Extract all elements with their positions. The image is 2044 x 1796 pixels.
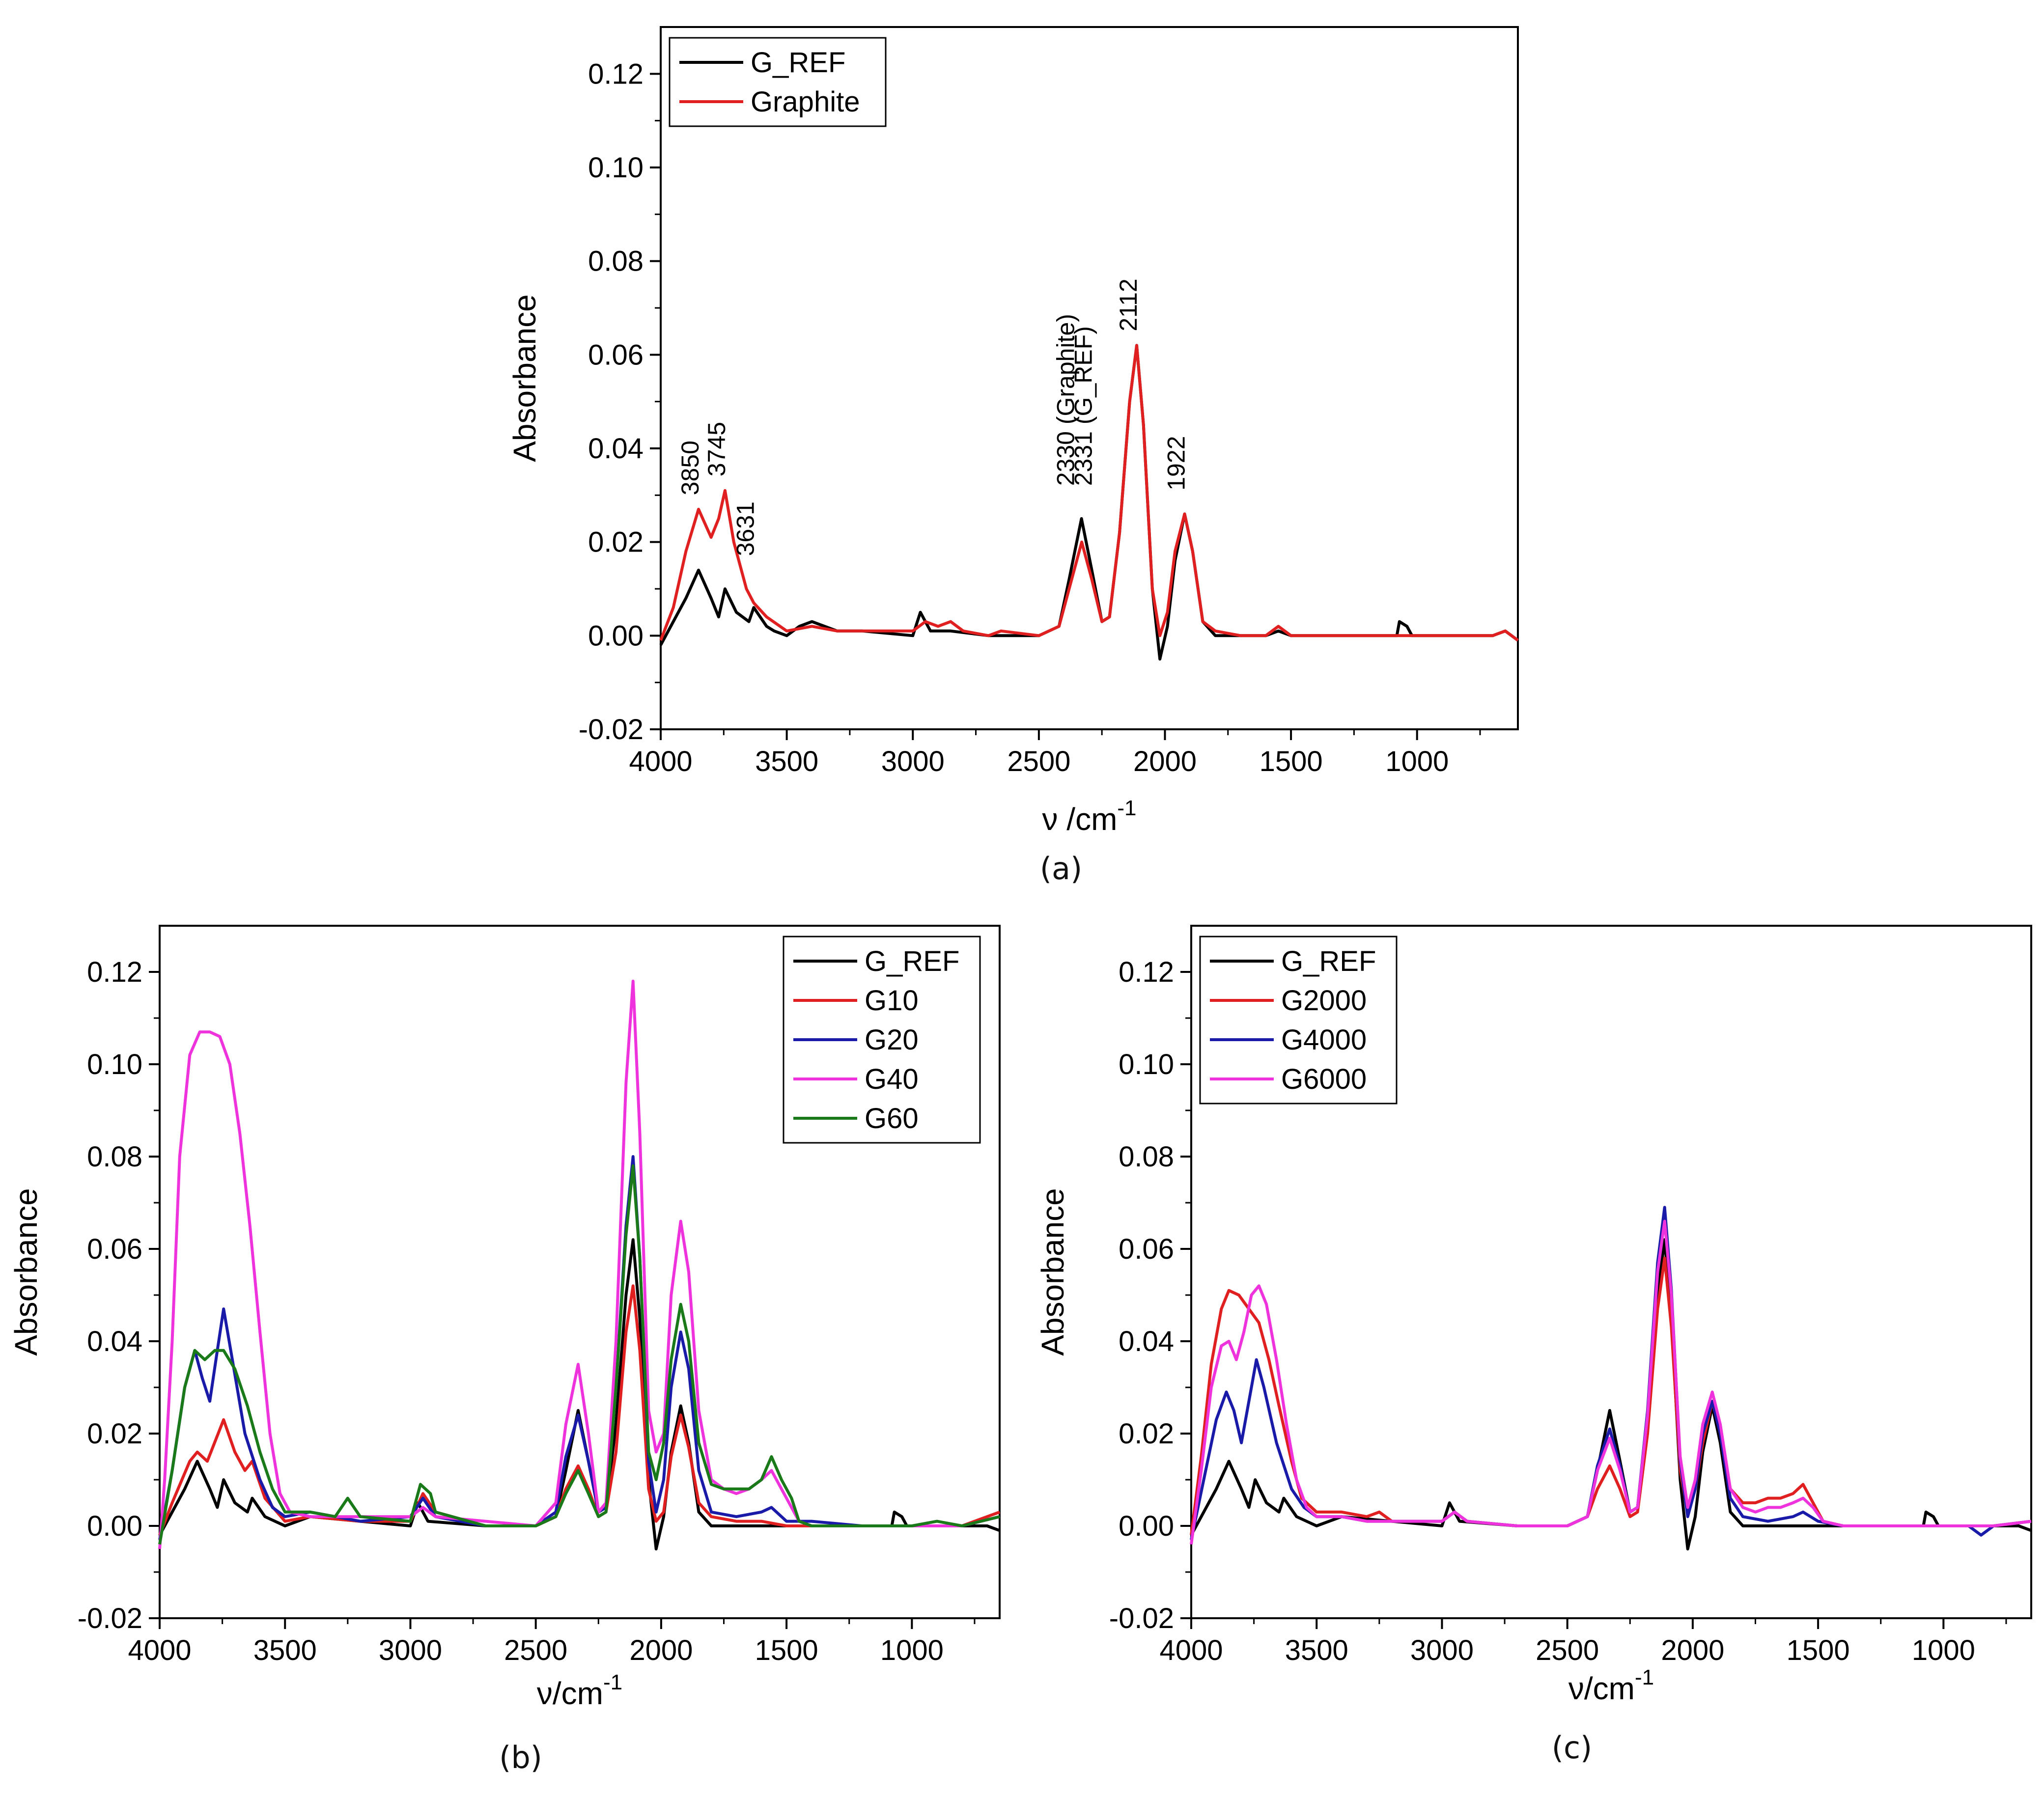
legend-label: G_REF bbox=[865, 945, 959, 977]
y-axis-label: Absorbance bbox=[1035, 1188, 1070, 1356]
x-tick-label: 3500 bbox=[755, 746, 818, 777]
x-axis-label-superscript: -1 bbox=[1635, 1665, 1654, 1689]
x-tick-label: 1000 bbox=[1912, 1634, 1975, 1666]
legend-label: G_REF bbox=[751, 47, 845, 79]
y-tick-label: 0.10 bbox=[1119, 1049, 1174, 1080]
x-tick-label: 2000 bbox=[1133, 746, 1197, 777]
x-tick-label: 2500 bbox=[1007, 746, 1070, 777]
series-line-g-ref bbox=[1190, 1238, 2032, 1550]
y-tick-label: 0.12 bbox=[87, 956, 142, 988]
y-tick-label: 0.10 bbox=[87, 1049, 142, 1080]
y-tick-label: 0.10 bbox=[588, 152, 644, 184]
x-tick-label: 4000 bbox=[128, 1634, 191, 1666]
legend-label: G10 bbox=[865, 985, 919, 1017]
series-line-g10 bbox=[158, 1284, 1001, 1536]
legend-label: Graphite bbox=[751, 86, 860, 118]
y-tick-label: 0.04 bbox=[87, 1326, 142, 1357]
series-line-g2000 bbox=[1190, 1256, 2032, 1536]
y-tick-label: 0.12 bbox=[588, 58, 644, 90]
x-axis-label-superscript: -1 bbox=[603, 1670, 622, 1694]
peak-annotation: 3631 bbox=[731, 501, 759, 556]
peak-annotation: 2330 (Graphite) bbox=[1052, 314, 1080, 486]
y-tick-label: -0.02 bbox=[1109, 1603, 1174, 1634]
panel-b-caption: (b) bbox=[499, 1740, 542, 1775]
y-tick-label: 0.02 bbox=[87, 1418, 142, 1450]
legend-label: G20 bbox=[865, 1024, 919, 1056]
y-tick-label: 0.04 bbox=[1119, 1326, 1174, 1357]
legend-box bbox=[1199, 936, 1398, 1105]
peak-annotation: 3745 bbox=[703, 422, 730, 476]
series-line-g6000 bbox=[1190, 1219, 2032, 1545]
panel-c-caption: (c) bbox=[1552, 1730, 1592, 1766]
x-tick-label: 4000 bbox=[629, 746, 692, 777]
x-tick-label: 3000 bbox=[1410, 1634, 1474, 1666]
y-tick-label: 0.08 bbox=[87, 1141, 142, 1173]
y-tick-label: -0.02 bbox=[579, 714, 644, 746]
y-axis-label: Absorbance bbox=[8, 1188, 44, 1356]
legend-label: G4000 bbox=[1281, 1024, 1367, 1056]
x-tick-label: 3500 bbox=[1285, 1634, 1348, 1666]
series-line-graphite bbox=[659, 344, 1519, 642]
series-line-g60 bbox=[158, 1164, 1000, 1545]
x-tick-label: 1500 bbox=[1787, 1634, 1850, 1666]
x-tick-label: 3500 bbox=[253, 1634, 317, 1666]
x-axis-label: ν/cm-1 bbox=[1568, 1665, 1654, 1706]
plot-frame bbox=[159, 925, 1001, 1619]
plot-frame bbox=[1190, 925, 2032, 1619]
legend-label: G_REF bbox=[1281, 945, 1376, 977]
plot-frame bbox=[660, 26, 1519, 730]
y-tick-label: 0.08 bbox=[588, 246, 644, 277]
y-tick-label: 0.04 bbox=[588, 433, 644, 465]
x-axis-label: ν/cm-1 bbox=[537, 1670, 622, 1711]
legend-box bbox=[669, 37, 887, 127]
y-tick-label: 0.02 bbox=[1119, 1418, 1174, 1450]
panel-a-caption: (a) bbox=[1040, 851, 1082, 886]
peak-annotation: 2331 (G_REF) bbox=[1070, 326, 1097, 486]
x-tick-label: 1000 bbox=[1385, 746, 1449, 777]
legend-label: G6000 bbox=[1281, 1063, 1367, 1095]
peak-annotation: 1922 bbox=[1163, 436, 1190, 491]
x-tick-label: 2000 bbox=[1661, 1634, 1724, 1666]
y-tick-label: 0.06 bbox=[1119, 1233, 1174, 1265]
y-tick-label: 0.00 bbox=[87, 1510, 142, 1542]
y-tick-label: 0.08 bbox=[1119, 1141, 1174, 1173]
y-tick-label: 0.00 bbox=[1119, 1510, 1174, 1542]
x-tick-label: 1500 bbox=[1260, 746, 1323, 777]
x-tick-label: 3000 bbox=[881, 746, 945, 777]
x-tick-label: 2500 bbox=[504, 1634, 567, 1666]
x-tick-label: 1000 bbox=[880, 1634, 944, 1666]
x-axis-label: ν /cm-1 bbox=[1042, 796, 1137, 837]
y-tick-label: 0.06 bbox=[588, 339, 644, 371]
panel-b-chart: 4000 3500 3000 2500 2000 1500 1000 -0.02 0.00 0.0… bbox=[8, 925, 1001, 1711]
panel-c-chart: 4000 3500 3000 2500 2000 1500 1000 -0.02 0.00 0.0… bbox=[1035, 925, 2032, 1706]
x-tick-label: 4000 bbox=[1159, 1634, 1223, 1666]
y-tick-label: 0.06 bbox=[87, 1233, 142, 1265]
panel-a-chart: 4000 3500 3000 2500 2000 1500 1000 -0.02 0.00 0.0… bbox=[507, 26, 1519, 837]
y-tick-label: 0.00 bbox=[588, 620, 644, 652]
x-tick-label: 3000 bbox=[379, 1634, 442, 1666]
series-line-g20 bbox=[158, 1155, 1000, 1540]
y-tick-label: 0.02 bbox=[588, 526, 644, 558]
y-axis-label: Absorbance bbox=[507, 294, 542, 462]
legend-label: G2000 bbox=[1281, 985, 1367, 1017]
y-tick-label: -0.02 bbox=[78, 1603, 142, 1634]
peak-annotation: 2112 bbox=[1115, 278, 1142, 332]
x-tick-label: 1500 bbox=[755, 1634, 818, 1666]
peak-annotation: 3850 bbox=[676, 441, 704, 495]
legend-label: G40 bbox=[865, 1063, 919, 1095]
series-line-g4000 bbox=[1190, 1206, 2032, 1540]
x-axis-label-superscript: -1 bbox=[1117, 796, 1136, 820]
y-tick-label: 0.12 bbox=[1119, 956, 1174, 988]
x-tick-label: 2000 bbox=[629, 1634, 693, 1666]
legend-label: G60 bbox=[865, 1103, 919, 1134]
x-tick-label: 2500 bbox=[1536, 1634, 1599, 1666]
